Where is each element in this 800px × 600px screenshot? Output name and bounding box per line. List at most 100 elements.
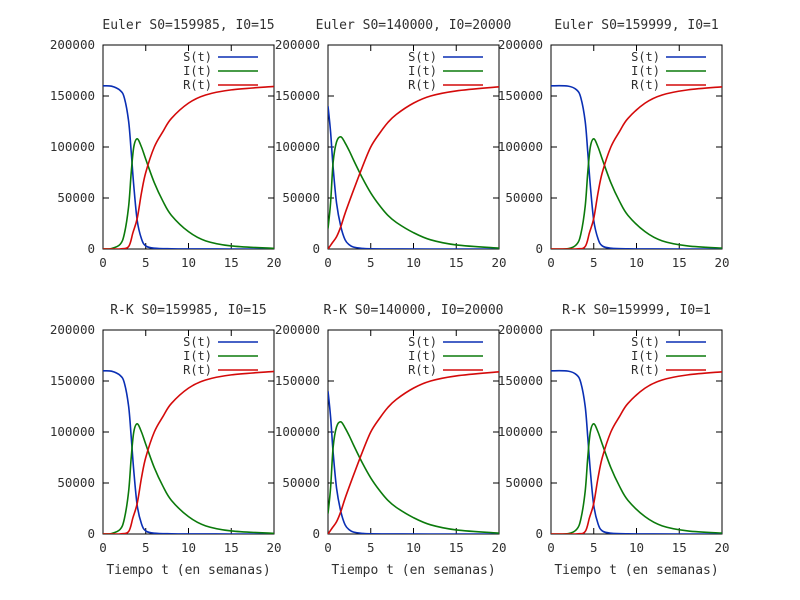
x-tick-label: 15	[672, 540, 687, 555]
x-tick-label: 5	[367, 540, 375, 555]
series-line-r	[328, 86, 499, 249]
y-tick-label: 150000	[498, 88, 543, 103]
y-tick-label: 0	[312, 526, 320, 541]
x-tick-label: 15	[672, 255, 687, 270]
y-tick-label: 200000	[50, 37, 95, 52]
x-tick-label: 20	[266, 255, 281, 270]
y-tick-label: 100000	[50, 139, 95, 154]
x-tick-label: 10	[406, 255, 421, 270]
x-tick-label: 10	[406, 540, 421, 555]
legend-label: S(t)	[631, 50, 660, 64]
legend-label: R(t)	[631, 78, 660, 92]
x-tick-label: 5	[590, 540, 598, 555]
series-line-r	[551, 371, 722, 534]
y-tick-label: 200000	[498, 37, 543, 52]
x-tick-label: 20	[266, 540, 281, 555]
x-tick-label: 15	[449, 255, 464, 270]
y-tick-label: 50000	[57, 190, 95, 205]
x-tick-label: 0	[324, 255, 332, 270]
x-tick-label: 5	[367, 255, 375, 270]
x-tick-label: 0	[99, 255, 107, 270]
y-tick-label: 150000	[50, 373, 95, 388]
series-line-i	[328, 420, 499, 534]
series-line-i	[103, 423, 274, 534]
y-tick-label: 100000	[275, 139, 320, 154]
x-axis-label: Tiempo t (en semanas)	[106, 563, 270, 578]
y-tick-label: 200000	[498, 322, 543, 337]
chart-panel-1: Euler S0=159985, I0=15 0 50000 100000 150000…	[50, 18, 282, 270]
y-tick-label: 50000	[282, 190, 320, 205]
series-line-r	[103, 85, 274, 249]
chart-panel-5: R-K S0=140000, I0=20000 0 50000 100000 15000…	[275, 303, 507, 578]
legend-label: S(t)	[408, 50, 437, 64]
legend-label: S(t)	[183, 335, 212, 349]
x-axis-label: Tiempo t (en semanas)	[331, 563, 495, 578]
y-tick-label: 150000	[275, 88, 320, 103]
x-tick-label: 0	[324, 540, 332, 555]
x-tick-label: 10	[629, 540, 644, 555]
legend-label: I(t)	[631, 64, 660, 78]
legend-label: R(t)	[408, 78, 437, 92]
x-tick-label: 5	[590, 255, 598, 270]
x-tick-label: 20	[714, 255, 729, 270]
legend-label: I(t)	[631, 349, 660, 363]
chart-title: R-K S0=159999, I0=1	[562, 303, 711, 318]
x-tick-label: 0	[547, 255, 555, 270]
chart-panel-2: Euler S0=140000, I0=20000050000100000150…	[275, 18, 511, 270]
series-line-s	[551, 84, 722, 249]
y-tick-label: 50000	[57, 475, 95, 490]
x-tick-label: 0	[547, 540, 555, 555]
chart-title: R-K S0=159985, I0=15	[110, 303, 267, 318]
legend-label: R(t)	[408, 363, 437, 377]
x-tick-label: 20	[491, 255, 506, 270]
legend-label: I(t)	[183, 349, 212, 363]
series-line-i	[103, 138, 274, 249]
series-line-s	[103, 369, 274, 534]
x-tick-label: 10	[181, 540, 196, 555]
series-line-i	[551, 423, 722, 534]
y-tick-label: 0	[87, 526, 95, 541]
x-tick-label: 15	[449, 540, 464, 555]
series-line-r	[328, 371, 499, 534]
y-tick-label: 150000	[275, 373, 320, 388]
legend-label: I(t)	[408, 349, 437, 363]
y-tick-label: 50000	[505, 190, 543, 205]
y-tick-label: 100000	[50, 424, 95, 439]
y-tick-label: 200000	[275, 322, 320, 337]
x-tick-label: 5	[142, 540, 150, 555]
y-tick-label: 200000	[275, 37, 320, 52]
legend-label: I(t)	[183, 64, 212, 78]
y-tick-label: 0	[535, 526, 543, 541]
legend-label: R(t)	[631, 363, 660, 377]
legend-label: R(t)	[183, 78, 212, 92]
chart-panel-6: R-K S0=159999, I0=1 0 50000 100000 150000 200…	[498, 303, 730, 578]
chart-title: Euler S0=159999, I0=1	[554, 18, 718, 33]
y-tick-label: 150000	[50, 88, 95, 103]
chart-panel-4: R-K S0=159985, I0=15 0 50000 100000 150000 20…	[50, 303, 282, 578]
legend-label: S(t)	[631, 335, 660, 349]
chart-panel-3: Euler S0=159999, I0=1 0 50000 100000 150000 2…	[498, 18, 730, 270]
y-tick-label: 100000	[275, 424, 320, 439]
x-tick-label: 10	[629, 255, 644, 270]
series-line-i	[551, 138, 722, 249]
x-tick-label: 20	[491, 540, 506, 555]
y-tick-label: 100000	[498, 424, 543, 439]
y-tick-label: 50000	[505, 475, 543, 490]
y-tick-label: 50000	[282, 475, 320, 490]
y-tick-label: 200000	[50, 322, 95, 337]
y-tick-label: 0	[535, 241, 543, 256]
series-line-r	[551, 86, 722, 249]
y-tick-label: 150000	[498, 373, 543, 388]
y-tick-label: 0	[87, 241, 95, 256]
x-axis-label: Tiempo t (en semanas)	[554, 563, 718, 578]
chart-title: R-K S0=140000, I0=20000	[323, 303, 503, 318]
y-tick-label: 0	[312, 241, 320, 256]
series-line-i	[328, 135, 499, 249]
x-tick-label: 15	[224, 255, 239, 270]
legend-label: I(t)	[408, 64, 437, 78]
x-tick-label: 10	[181, 255, 196, 270]
legend-label: S(t)	[183, 50, 212, 64]
x-tick-label: 5	[142, 255, 150, 270]
x-tick-label: 0	[99, 540, 107, 555]
